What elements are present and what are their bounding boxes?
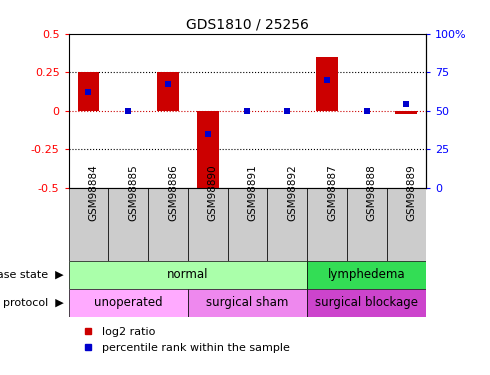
Bar [188,289,307,317]
Text: surgical sham: surgical sham [206,296,289,309]
Bar [69,289,188,317]
Title: GDS1810 / 25256: GDS1810 / 25256 [186,17,309,31]
Text: GSM98889: GSM98889 [406,164,416,221]
Bar [268,188,307,261]
Bar [69,188,108,261]
Bar [148,188,188,261]
Point [363,108,370,114]
Point [323,77,331,83]
Text: unoperated: unoperated [94,296,163,309]
Point [85,89,93,95]
Bar [316,57,338,111]
Point [283,108,291,114]
Bar [347,188,387,261]
Text: protocol  ▶: protocol ▶ [3,298,64,308]
Point [244,108,251,114]
Bar [108,188,148,261]
Bar [307,289,426,317]
Bar [307,188,347,261]
Text: normal: normal [167,268,209,281]
Bar [69,261,307,289]
Text: lymphedema: lymphedema [328,268,406,281]
Bar [307,261,426,289]
Text: GSM98886: GSM98886 [168,164,178,221]
Text: surgical blockage: surgical blockage [315,296,418,309]
Bar [395,111,417,114]
Point [204,131,212,137]
Text: GSM98888: GSM98888 [367,164,377,221]
Text: GSM98887: GSM98887 [327,164,337,221]
Text: GSM98885: GSM98885 [128,164,138,221]
Bar [387,188,426,261]
Legend: log2 ratio, percentile rank within the sample: log2 ratio, percentile rank within the s… [84,327,290,352]
Text: GSM98891: GSM98891 [247,164,257,221]
Bar [188,188,227,261]
Text: GSM98890: GSM98890 [208,164,218,221]
Point [124,108,132,114]
Point [164,81,172,87]
Bar [197,111,219,190]
Text: GSM98884: GSM98884 [89,164,98,221]
Point [402,102,410,108]
Text: disease state  ▶: disease state ▶ [0,270,64,280]
Bar [157,72,179,111]
Bar [77,72,99,111]
Text: GSM98892: GSM98892 [287,164,297,221]
Bar [227,188,268,261]
